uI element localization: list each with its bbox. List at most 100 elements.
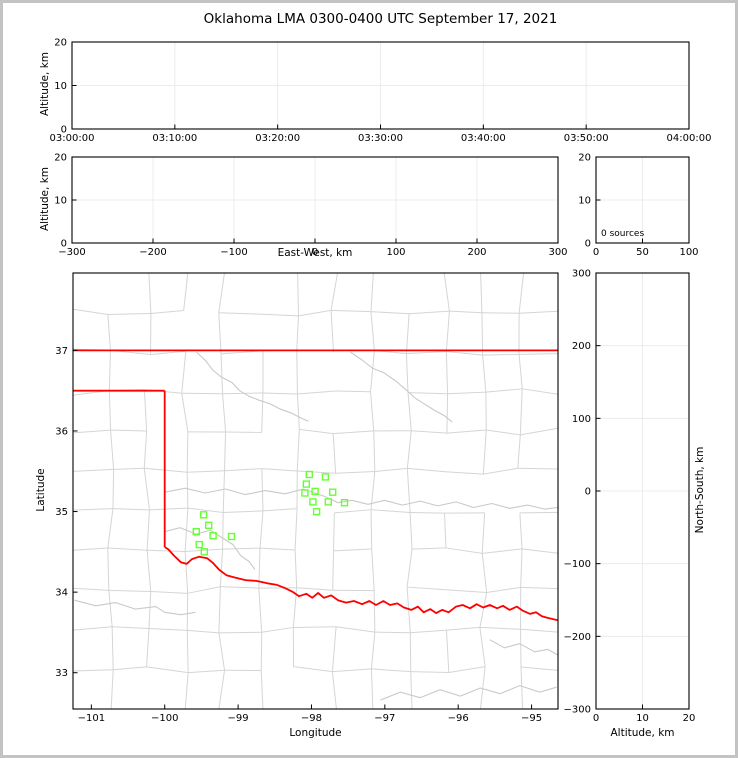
county-line (187, 586, 221, 594)
county-line (296, 587, 333, 591)
tick-label: 0 (593, 713, 599, 724)
county-line (184, 672, 189, 709)
county-line (73, 468, 114, 472)
county-line (112, 469, 115, 509)
county-line (262, 508, 298, 512)
county-line (144, 467, 188, 473)
county-line (107, 548, 110, 591)
county-line (447, 391, 486, 395)
county-line (370, 311, 410, 315)
county-line (73, 626, 113, 631)
county-line (112, 508, 150, 511)
county-line (411, 430, 447, 434)
tick-label: −300 (58, 247, 85, 258)
tick-label: 0 (585, 487, 591, 498)
county-line (149, 507, 188, 511)
county-line (218, 670, 226, 709)
source-marker (199, 511, 208, 519)
county-line (412, 547, 446, 550)
source-marker (309, 498, 317, 506)
county-line (108, 590, 113, 627)
county-line (294, 550, 298, 588)
source-marker (340, 499, 349, 507)
source-marker (227, 532, 236, 541)
county-line (406, 351, 447, 355)
tick-label: 100 (679, 247, 698, 258)
county-line (520, 666, 558, 671)
county-line (446, 429, 487, 434)
county-line (188, 669, 225, 674)
panel-frame-plan_map (72, 272, 559, 710)
county-line (150, 350, 186, 356)
county-line (296, 315, 300, 351)
source-marker (195, 540, 203, 549)
tick-label: 200 (467, 247, 486, 258)
figure-title: Oklahoma LMA 0300-0400 UTC September 17,… (203, 11, 558, 27)
x-axis-label-map: Longitude (289, 727, 342, 739)
tick-label: 03:50:00 (564, 133, 609, 144)
county-line (410, 629, 447, 634)
county-line (406, 468, 411, 513)
county-line (371, 548, 375, 591)
county-line (519, 388, 523, 435)
county-line (223, 431, 227, 471)
tick-label: 36 (55, 426, 68, 437)
county-line (150, 309, 184, 315)
source-marker (209, 532, 217, 540)
tick-label: −200 (564, 632, 591, 643)
county-line (107, 547, 148, 551)
county-line (73, 308, 108, 315)
county-line (483, 467, 518, 475)
tick-label: 100 (386, 247, 405, 258)
county-line (181, 351, 187, 394)
county-line (482, 355, 487, 393)
county-line (181, 393, 189, 432)
river (74, 599, 196, 616)
county-line (445, 311, 450, 352)
county-line (187, 507, 224, 513)
source-marker (305, 470, 313, 479)
county-line (299, 428, 334, 435)
river (164, 487, 558, 510)
county-line (297, 390, 336, 395)
county-line (186, 431, 189, 473)
county-line (407, 467, 447, 473)
source-marker (204, 521, 213, 529)
county-line (259, 547, 296, 551)
county-line (405, 353, 409, 393)
county-line (519, 512, 523, 549)
river (195, 351, 309, 422)
county-line (410, 671, 449, 674)
county-line (113, 666, 147, 671)
y-axis-label-ns-panel: North-South, km (694, 446, 706, 534)
tick-label: 10 (636, 713, 649, 724)
river (489, 639, 558, 656)
tick-label: 33 (55, 668, 68, 679)
source-marker (324, 498, 332, 506)
county-line (447, 589, 487, 593)
county-line (150, 591, 188, 594)
county-line (479, 626, 521, 630)
county-line (218, 312, 261, 315)
county-line (479, 666, 486, 709)
county-line (220, 353, 224, 394)
county-line (108, 589, 151, 593)
county-line (332, 668, 372, 673)
county-line (148, 591, 152, 629)
county-line (334, 509, 372, 514)
county-line (410, 511, 445, 514)
county-line (485, 388, 523, 393)
county-line (110, 429, 147, 432)
county-line (479, 627, 486, 667)
county-line (446, 393, 449, 434)
county-line (73, 429, 111, 434)
tick-label: 10 (578, 196, 591, 207)
county-line (519, 353, 558, 355)
tick-label: 04:00:00 (667, 133, 712, 144)
county-line (335, 471, 375, 474)
county-line (443, 273, 450, 312)
county-line (73, 669, 114, 672)
county-line (260, 632, 263, 671)
county-line (222, 470, 225, 513)
county-line (446, 626, 480, 631)
